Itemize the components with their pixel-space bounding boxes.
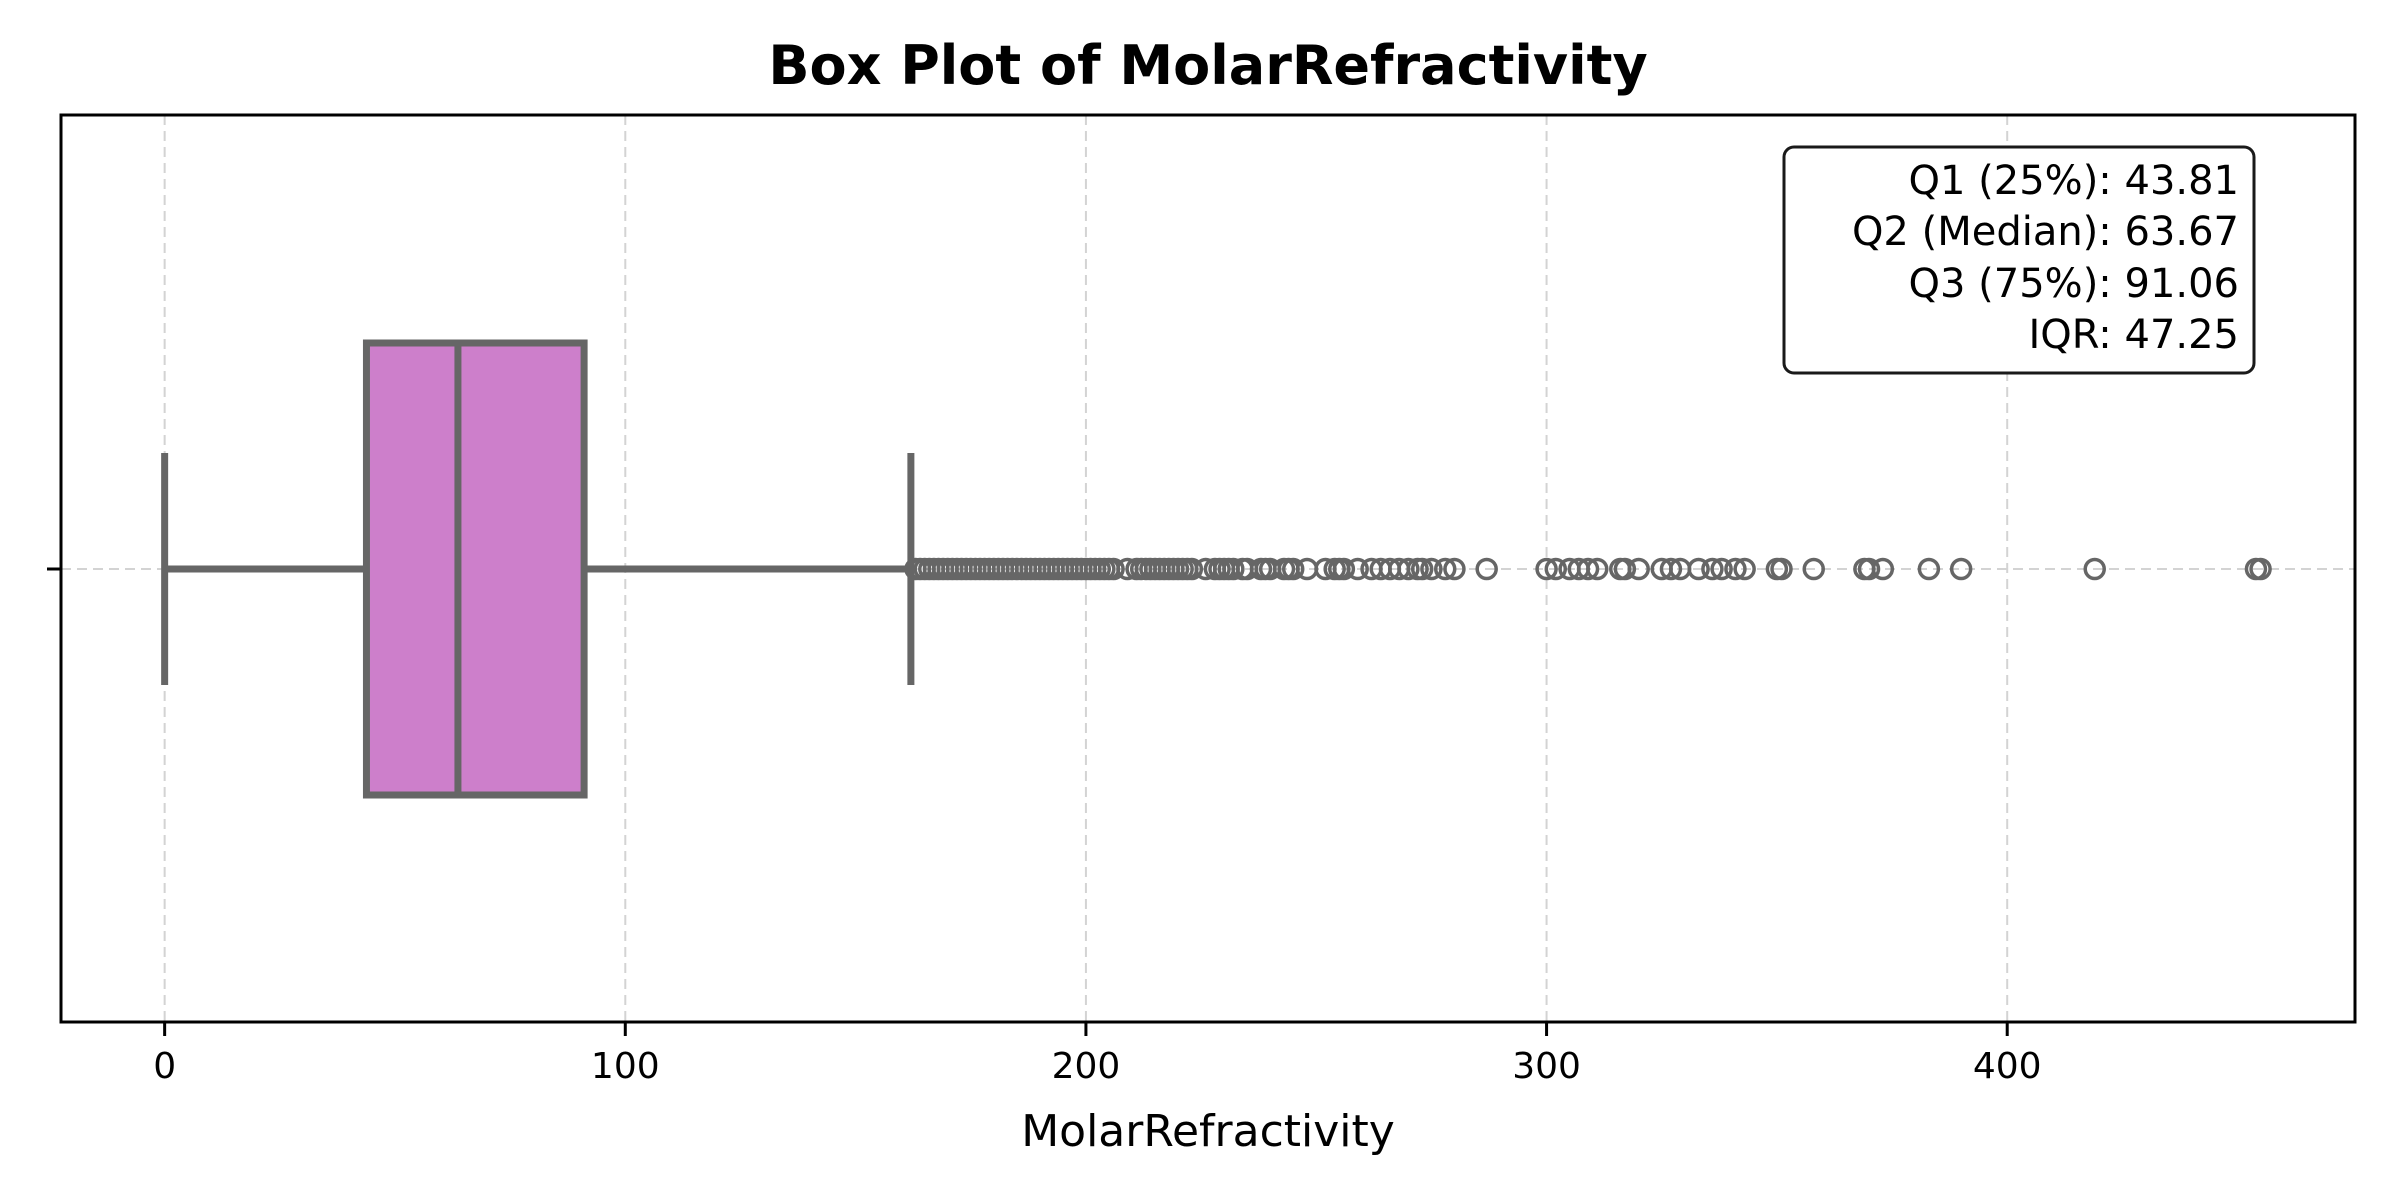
outlier-point	[1659, 557, 1683, 581]
outlier-point	[1871, 557, 1895, 581]
plot-layer	[161, 339, 2272, 799]
outlier-point	[1802, 557, 1825, 581]
stats-q3-label: Q3 (75%): 91.06	[1909, 261, 2239, 307]
outlier-point	[1917, 557, 1941, 581]
x-tick-label: 0	[153, 1046, 176, 1087]
outlier-point	[1576, 557, 1600, 581]
stats-legend-frame	[1782, 145, 2256, 375]
outlier-point	[2083, 557, 2106, 581]
outlier-point	[1535, 557, 1558, 581]
outlier-point	[1102, 557, 1125, 581]
outlier-point	[1475, 557, 1498, 581]
outlier-point	[1857, 557, 1881, 581]
outlier-point	[1733, 557, 1756, 581]
x-tick-label: 300	[1512, 1046, 1581, 1087]
outlier-point	[1443, 557, 1466, 581]
outlier-point	[1613, 557, 1637, 581]
outlier-point	[1410, 557, 1434, 581]
outlier-point	[1949, 557, 1973, 581]
stats-iqr-label: IQR: 47.25	[2028, 312, 2239, 358]
outlier-point	[1420, 557, 1443, 581]
x-tick-label: 400	[1973, 1046, 2042, 1087]
outlier-point	[1281, 557, 1305, 581]
stats-median-label: Q2 (Median): 63.67	[1852, 209, 2239, 255]
outlier-point	[1433, 557, 1457, 581]
x-axis-label: MolarRefractivity	[1021, 1106, 1395, 1157]
outlier-point	[1770, 557, 1793, 581]
outlier-point	[2249, 557, 2272, 581]
chart-title: Box Plot of MolarRefractivity	[768, 34, 1647, 97]
outlier-point	[1687, 557, 1710, 581]
outlier-point	[1222, 557, 1245, 581]
iqr-box	[362, 339, 588, 799]
outlier-point	[1627, 557, 1650, 581]
x-tick-label: 200	[1052, 1046, 1121, 1087]
outlier-point	[1180, 557, 1204, 581]
x-axis-ticks: 0 100 200 300 400	[153, 1022, 2042, 1087]
stats-q1-label: Q1 (25%): 43.81	[1909, 158, 2239, 204]
outlier-point	[1346, 557, 1369, 581]
outlier-point	[1544, 557, 1568, 581]
outlier-point	[1701, 557, 1724, 581]
outlier-point	[1585, 557, 1609, 581]
outlier-point	[1724, 557, 1747, 581]
outlier-point	[1332, 557, 1356, 581]
x-tick-label: 100	[591, 1046, 660, 1087]
outlier-point	[1710, 557, 1733, 581]
outlier-point	[1397, 557, 1420, 581]
stats-legend-box: Q1 (25%): 43.81 Q2 (Median): 63.67 Q3 (7…	[1782, 145, 2256, 375]
